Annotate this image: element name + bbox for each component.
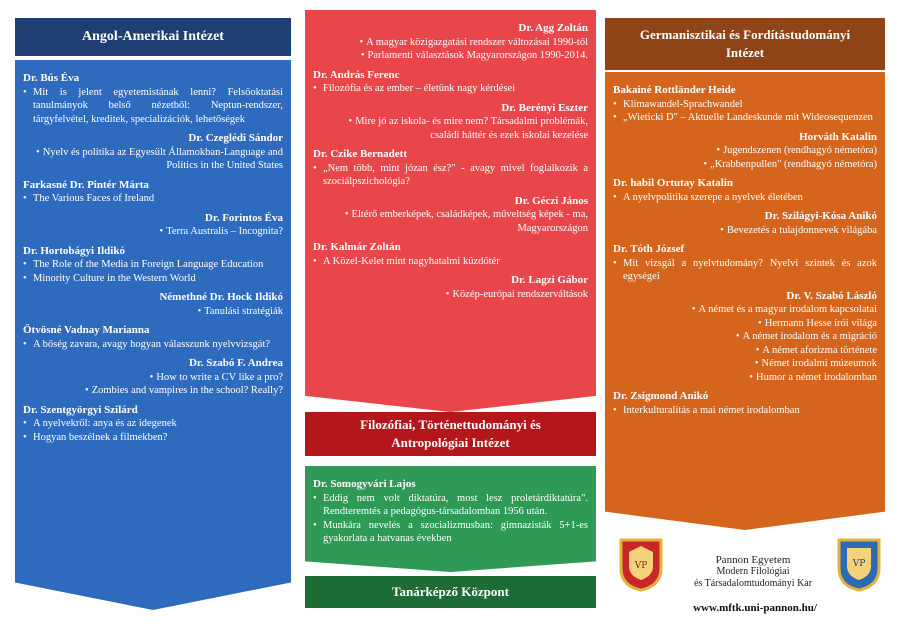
lecturer-name: Farkasné Dr. Pintér Márta: [23, 178, 149, 191]
university-name: Pannon Egyetem: [715, 554, 791, 566]
tanarkepzo-panel: Dr. Somogyvári Lajos Eddig nem volt dikta…: [305, 466, 596, 572]
filozofiai-list: Dr. Agg Zoltán A magyar közigazgatási ren…: [305, 10, 596, 301]
seal2-text: VP: [852, 559, 866, 569]
filozofiai-header: Filozófiai, Történettudományi és Antropo…: [305, 412, 596, 456]
university-seal-icon: VP: [619, 538, 663, 592]
angol-amerikai-header: Angol-Amerikai Intézet: [15, 18, 291, 56]
tanarkepzo-header: Tanárképző Központ: [305, 576, 596, 608]
lecture-topic: Német irodalmi múzeumok: [613, 357, 877, 371]
lecturer-name: Horváth Katalin: [799, 130, 877, 143]
lecturer-name: Dr. Szilágyi-Kósa Anikó: [764, 210, 877, 222]
lecturer-name: Dr. Zsigmond Anikó: [613, 390, 709, 402]
lecturer-name: Dr. Czike Bernadett: [313, 148, 407, 160]
lecturer-name: Dr. Czeglédi Sándor: [188, 132, 283, 144]
lecturer-name: Dr. Bús Éva: [23, 72, 80, 84]
lecture-topic: A bőség zavara, avagy hogyan válasszunk …: [23, 338, 283, 352]
germanisztikai-panel: Bakainé Rottländer Heide Klimawandel-Spra…: [605, 72, 885, 530]
filozofiai-panel: Dr. Agg Zoltán A magyar közigazgatási ren…: [305, 10, 596, 412]
lecture-topic: Hermann Hesse írói világa: [613, 317, 877, 331]
lecture-topic: Mire jó az iskola- és mire nem? Társadal…: [313, 115, 588, 142]
lecture-topic: Terra Australis – Incognita?: [23, 225, 283, 239]
angol-amerikai-title: Angol-Amerikai Intézet: [82, 29, 224, 44]
lecture-topic: Jugendszenen (rendhagyó németóra): [613, 144, 877, 158]
lecture-topic: Filozófia és az ember – életünk nagy kér…: [313, 82, 588, 96]
lecture-topic: Tanulási stratégiák: [23, 305, 283, 319]
faculty-line-1: Modern Filológiai: [716, 566, 790, 577]
lecturer-name: Dr. Szentgyörgyi Szilárd: [23, 403, 138, 416]
lecture-topic: Humor a német irodalomban: [613, 371, 877, 385]
lecturer-name: Dr. Hortobágyi Ildikó: [23, 244, 125, 257]
lecturer-name: Dr. András Ferenc: [313, 68, 400, 81]
lecturer-name: Némethné Dr. Hock Ildikó: [159, 291, 283, 303]
lecture-topic: Zombies and vampires in the school? Real…: [23, 384, 283, 398]
lecture-topic: A német és a magyar irodalom kapcsolatai: [613, 303, 877, 317]
lecture-topic: The Role of the Media in Foreign Languag…: [23, 258, 283, 272]
lecture-topic: Interkulturalitás a mai német irodalomba…: [613, 404, 877, 418]
lecture-topic: Hogyan beszélnek a filmekben?: [23, 431, 283, 445]
lecture-topic: Parlamenti választások Magyarországon 19…: [313, 49, 588, 63]
lecturer-name: Dr. Somogyvári Lajos: [313, 478, 416, 490]
germanisztikai-title-line-2: Intézet: [725, 45, 765, 60]
filozofiai-title-line-1: Filozófiai, Történettudományi és: [360, 417, 541, 432]
lecturer-name: Dr. Lagzi Gábor: [511, 274, 588, 286]
faculty-website-link[interactable]: www.mftk.uni-pannon.hu/: [693, 602, 817, 614]
university-name-block: Pannon Egyetem Modern Filológiai és Társ…: [673, 554, 833, 590]
lecture-topic: Közép-európai rendszerváltások: [313, 288, 588, 302]
tanarkepzo-title: Tanárképző Központ: [392, 584, 509, 599]
lecture-topic: „Wieticki D" – Aktuelle Landeskunde mit …: [613, 111, 877, 125]
lecture-topic: Eddig nem volt diktatúra, most lesz prol…: [313, 492, 588, 519]
germanisztikai-list: Bakainé Rottländer Heide Klimawandel-Spra…: [605, 72, 885, 417]
seal1-text: VP: [634, 561, 648, 571]
lecture-topic: Eltérő emberképek, családképek, műveltsé…: [313, 208, 588, 235]
lecturer-name: Dr. Agg Zoltán: [518, 22, 588, 34]
lecturer-name: Ötvösné Vadnay Marianna: [23, 324, 150, 336]
lecture-topic: „Nem több, mint józan ész?" - avagy mive…: [313, 162, 588, 189]
lecture-topic: Nyelv és politika az Egyesült Államokban…: [23, 146, 283, 173]
lecture-topic: How to write a CV like a pro?: [23, 371, 283, 385]
lecture-topic: A Közel-Kelet mint nagyhatalmi küzdőtér: [313, 255, 588, 269]
lecturer-name: Dr. Berényi Eszter: [501, 101, 588, 114]
angol-amerikai-list: Dr. Bús Éva Mit is jelent egyetemistának …: [15, 60, 291, 444]
lecture-topic: The Various Faces of Ireland: [23, 192, 283, 206]
lecturer-name: Dr. Géczi János: [514, 194, 588, 207]
lecturer-name: Dr. V. Szabó László: [786, 289, 877, 302]
filozofiai-title-line-2: Antropológiai Intézet: [391, 435, 510, 450]
lecture-topic: Minority Culture in the Western World: [23, 272, 283, 286]
lecture-topic: A német aforizma története: [613, 344, 877, 358]
lecture-topic: Bevezetés a tulajdonnevek világába: [613, 224, 877, 238]
lecture-topic: A nyelvekről: anya és az idegenek: [23, 417, 283, 431]
lecture-topic: Klimawandel-Sprachwandel: [613, 98, 877, 112]
lecturer-name: Bakainé Rottländer Heide: [613, 84, 736, 96]
germanisztikai-header: Germanisztikai és Fordítástudományi Inté…: [605, 18, 885, 70]
lecturer-name: Dr. Kalmár Zoltán: [313, 241, 401, 253]
germanisztikai-title-line-1: Germanisztikai és Fordítástudományi: [639, 27, 851, 42]
lecturer-name: Dr. Szabó F. Andrea: [188, 357, 283, 369]
lecture-topic: A magyar közigazgatási rendszer változás…: [313, 36, 588, 50]
lecture-topic: Munkára nevelés a szocializmusban: gimna…: [313, 519, 588, 546]
lecturer-name: Dr. Forintos Éva: [204, 211, 283, 224]
faculty-line-2: és Társadalomtudományi Kar: [693, 578, 813, 589]
lecturer-name: Dr. habil Ortutay Katalin: [613, 177, 733, 189]
lecture-topic: A nyelvpolitika szerepe a nyelvek életéb…: [613, 191, 877, 205]
angol-amerikai-panel: Dr. Bús Éva Mit is jelent egyetemistának …: [15, 60, 291, 610]
lecturer-name: Dr. Tóth József: [613, 243, 685, 255]
tanarkepzo-list: Dr. Somogyvári Lajos Eddig nem volt dikta…: [305, 466, 596, 546]
lecture-topic: Mit is jelent egyetemistának lenni? Fels…: [23, 86, 283, 127]
lecture-topic: „Krabbenpullen" (rendhagyó németóra): [613, 158, 877, 172]
university-footer: VP Pannon Egyetem Modern Filológiai és T…: [605, 532, 890, 632]
faculty-seal-icon: VP: [837, 538, 881, 592]
lecture-topic: Mit vizsgál a nyelvtudomány? Nyelvi szin…: [613, 257, 877, 284]
lecture-topic: A német irodalom és a migráció: [613, 330, 877, 344]
